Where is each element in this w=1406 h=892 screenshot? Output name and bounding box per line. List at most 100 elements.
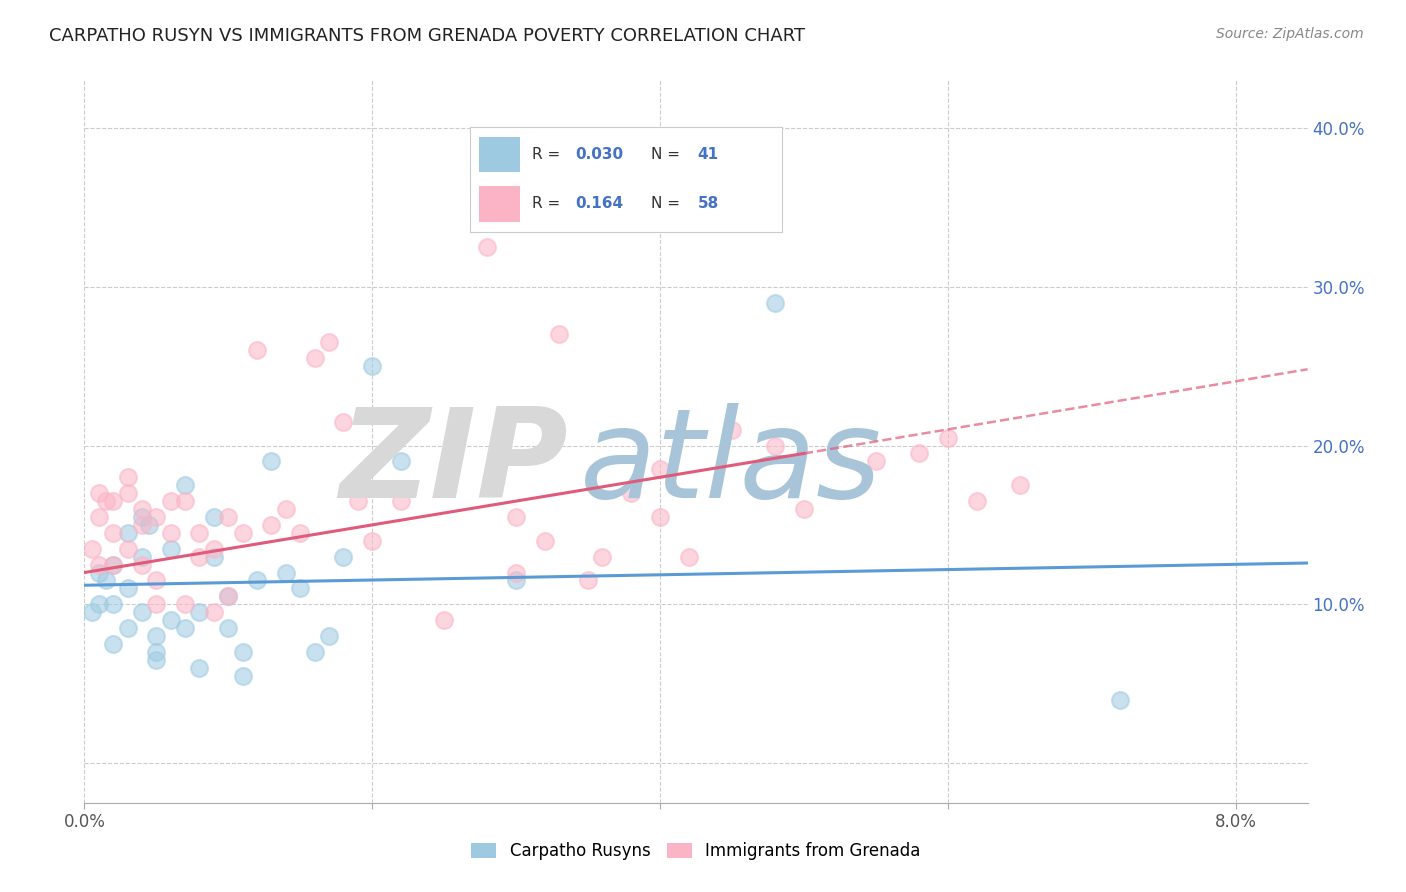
Point: [145, 510, 167, 524]
Point: [505, 566, 527, 580]
Point: [101, 558, 124, 572]
Point: [117, 582, 139, 596]
Point: [548, 327, 571, 342]
Point: [131, 549, 153, 564]
Point: [246, 574, 269, 588]
Point: [117, 525, 139, 540]
Point: [94, 574, 117, 588]
Text: Source: ZipAtlas.com: Source: ZipAtlas.com: [1216, 27, 1364, 41]
Point: [131, 510, 153, 524]
Point: [908, 446, 931, 460]
Point: [87, 510, 110, 524]
Point: [101, 494, 124, 508]
Point: [505, 510, 527, 524]
Point: [117, 541, 139, 556]
Point: [318, 335, 340, 350]
Point: [332, 549, 354, 564]
Point: [346, 494, 368, 508]
Point: [389, 454, 412, 468]
Point: [188, 525, 211, 540]
Point: [290, 582, 312, 596]
Point: [202, 549, 225, 564]
Point: [188, 605, 211, 619]
Point: [145, 653, 167, 667]
Point: [174, 494, 197, 508]
Point: [534, 533, 557, 548]
Point: [505, 574, 527, 588]
Point: [217, 621, 239, 635]
Point: [202, 605, 225, 619]
Point: [87, 566, 110, 580]
Point: [145, 597, 167, 611]
Point: [433, 613, 456, 627]
Point: [304, 351, 326, 366]
Point: [290, 525, 312, 540]
Point: [101, 525, 124, 540]
Point: [763, 438, 786, 452]
Point: [361, 533, 384, 548]
Text: atlas: atlas: [579, 402, 882, 524]
Point: [87, 597, 110, 611]
Point: [87, 486, 110, 500]
Point: [274, 502, 297, 516]
Point: [1008, 478, 1031, 492]
Point: [202, 541, 225, 556]
Point: [202, 510, 225, 524]
Point: [138, 517, 160, 532]
Point: [260, 454, 283, 468]
Point: [332, 415, 354, 429]
Point: [620, 486, 643, 500]
Point: [145, 645, 167, 659]
Point: [648, 462, 671, 476]
Point: [936, 431, 959, 445]
Point: [865, 454, 887, 468]
Point: [361, 359, 384, 373]
Point: [101, 637, 124, 651]
Point: [260, 517, 283, 532]
Point: [117, 486, 139, 500]
Point: [1109, 692, 1132, 706]
Point: [145, 574, 167, 588]
Point: [648, 510, 671, 524]
Text: CARPATHO RUSYN VS IMMIGRANTS FROM GRENADA POVERTY CORRELATION CHART: CARPATHO RUSYN VS IMMIGRANTS FROM GRENAD…: [49, 27, 806, 45]
Point: [966, 494, 988, 508]
Point: [217, 510, 239, 524]
Point: [232, 525, 254, 540]
Point: [131, 517, 153, 532]
Point: [131, 502, 153, 516]
Point: [576, 574, 599, 588]
Point: [188, 549, 211, 564]
Point: [94, 494, 117, 508]
Point: [232, 645, 254, 659]
Point: [174, 597, 197, 611]
Legend: Carpatho Rusyns, Immigrants from Grenada: Carpatho Rusyns, Immigrants from Grenada: [464, 836, 928, 867]
Point: [101, 597, 124, 611]
Point: [174, 478, 197, 492]
Point: [232, 669, 254, 683]
Point: [159, 525, 181, 540]
Point: [217, 590, 239, 604]
Point: [477, 240, 499, 254]
Point: [80, 541, 103, 556]
Point: [80, 605, 103, 619]
Point: [145, 629, 167, 643]
Point: [174, 621, 197, 635]
Point: [678, 549, 700, 564]
Point: [117, 470, 139, 484]
Point: [217, 590, 239, 604]
Text: ZIP: ZIP: [339, 402, 568, 524]
Point: [721, 423, 744, 437]
Point: [117, 621, 139, 635]
Point: [131, 558, 153, 572]
Point: [159, 613, 181, 627]
Point: [159, 494, 181, 508]
Point: [87, 558, 110, 572]
Point: [101, 558, 124, 572]
Point: [318, 629, 340, 643]
Point: [274, 566, 297, 580]
Point: [246, 343, 269, 358]
Point: [304, 645, 326, 659]
Point: [188, 661, 211, 675]
Point: [389, 494, 412, 508]
Point: [793, 502, 815, 516]
